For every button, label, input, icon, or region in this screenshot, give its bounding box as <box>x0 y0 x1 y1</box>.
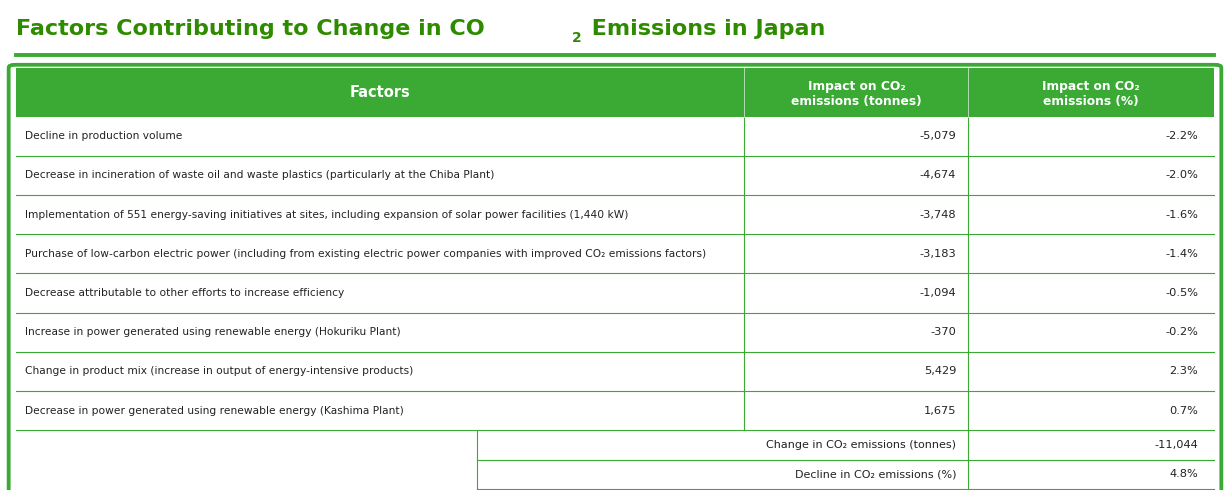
Bar <box>477 489 1214 490</box>
Text: 2: 2 <box>572 31 582 45</box>
Bar <box>16 156 1214 195</box>
Text: Impact on CO₂: Impact on CO₂ <box>808 80 905 93</box>
Text: Factors Contributing to Change in CO: Factors Contributing to Change in CO <box>16 20 485 39</box>
Text: -1.6%: -1.6% <box>1165 210 1198 220</box>
Text: 1,675: 1,675 <box>924 406 956 416</box>
Text: Decrease attributable to other efforts to increase efficiency: Decrease attributable to other efforts t… <box>25 288 344 298</box>
Text: 4.8%: 4.8% <box>1170 469 1198 479</box>
Text: Decline in CO₂ emissions (%): Decline in CO₂ emissions (%) <box>795 469 956 479</box>
Text: -2.0%: -2.0% <box>1165 171 1198 180</box>
Text: Factors: Factors <box>349 85 411 99</box>
Bar <box>477 460 1214 489</box>
Bar <box>16 391 1214 430</box>
Bar <box>16 117 1214 156</box>
Text: -1.4%: -1.4% <box>1165 249 1198 259</box>
Text: -3,183: -3,183 <box>919 249 956 259</box>
Text: -0.2%: -0.2% <box>1165 327 1198 337</box>
Text: Increase in power generated using renewable energy (Hokuriku Plant): Increase in power generated using renewa… <box>25 327 400 337</box>
Text: Change in product mix (increase in output of energy-intensive products): Change in product mix (increase in outpu… <box>25 367 413 376</box>
Text: -4,674: -4,674 <box>920 171 956 180</box>
Text: Decrease in power generated using renewable energy (Kashima Plant): Decrease in power generated using renewa… <box>25 406 403 416</box>
Text: emissions (tonnes): emissions (tonnes) <box>791 96 921 108</box>
Text: Implementation of 551 energy-saving initiatives at sites, including expansion of: Implementation of 551 energy-saving init… <box>25 210 629 220</box>
Bar <box>16 352 1214 391</box>
Bar <box>16 273 1214 313</box>
Text: -370: -370 <box>930 327 956 337</box>
Text: Decline in production volume: Decline in production volume <box>25 131 182 141</box>
Bar <box>16 195 1214 234</box>
Text: -1,094: -1,094 <box>920 288 956 298</box>
Bar <box>16 313 1214 352</box>
Text: 2.3%: 2.3% <box>1170 367 1198 376</box>
Text: 0.7%: 0.7% <box>1170 406 1198 416</box>
Text: Change in CO₂ emissions (tonnes): Change in CO₂ emissions (tonnes) <box>766 440 956 450</box>
Text: emissions (%): emissions (%) <box>1043 96 1139 108</box>
Bar <box>16 234 1214 273</box>
Text: Purchase of low-carbon electric power (including from existing electric power co: Purchase of low-carbon electric power (i… <box>25 249 706 259</box>
Text: -5,079: -5,079 <box>919 131 956 141</box>
Text: Emissions in Japan: Emissions in Japan <box>584 20 825 39</box>
Text: 5,429: 5,429 <box>924 367 956 376</box>
Bar <box>477 430 1214 460</box>
Text: -3,748: -3,748 <box>920 210 956 220</box>
Text: Impact on CO₂: Impact on CO₂ <box>1042 80 1140 93</box>
Text: -0.5%: -0.5% <box>1165 288 1198 298</box>
Text: -2.2%: -2.2% <box>1165 131 1198 141</box>
Text: -11,044: -11,044 <box>1154 440 1198 450</box>
Bar <box>16 68 1214 117</box>
Text: Decrease in incineration of waste oil and waste plastics (particularly at the Ch: Decrease in incineration of waste oil an… <box>25 171 494 180</box>
